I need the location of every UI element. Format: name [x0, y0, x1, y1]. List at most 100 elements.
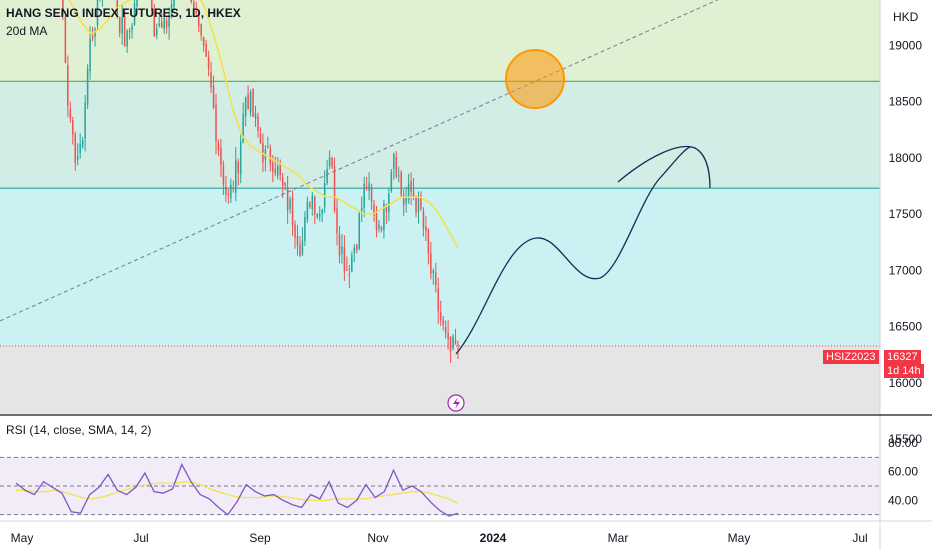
candle-body [254, 113, 257, 119]
candle-body [69, 108, 72, 119]
candle-body [267, 146, 269, 149]
rsi-tick-label: 80.00 [888, 436, 918, 450]
candle-body [388, 193, 390, 213]
candle-body [121, 16, 123, 34]
candle-body [373, 204, 375, 216]
candle-body [447, 333, 449, 340]
candle-body [269, 148, 272, 165]
candle-body [360, 207, 363, 212]
candle-body [123, 16, 126, 47]
price-tick-label: 16500 [889, 320, 923, 334]
candle-body [341, 246, 343, 254]
currency-label[interactable]: HKD [893, 10, 919, 24]
candle-body [363, 183, 365, 208]
ma-line [68, 0, 459, 249]
rsi-legend: RSI (14, close, SMA, 14, 2) [6, 423, 152, 437]
candle-body [244, 96, 247, 117]
candle-body [272, 162, 274, 172]
candle-body [397, 175, 400, 177]
time-tick-label: 2024 [480, 531, 507, 545]
candle-body [430, 252, 432, 274]
time-tick-label: Jul [852, 531, 867, 545]
candle-body [420, 195, 422, 209]
candle-body [202, 36, 205, 46]
candle-body [220, 148, 222, 166]
candle-body [412, 190, 415, 198]
price-axis-bg [880, 0, 932, 550]
candle-body [425, 226, 427, 232]
candle-body [380, 227, 383, 230]
candle-body [212, 86, 215, 108]
rsi-line [15, 462, 459, 517]
candle-body [311, 195, 314, 210]
candle-body [284, 182, 286, 186]
candle-body [64, 16, 67, 63]
candle-body [296, 236, 299, 246]
candle-body [158, 23, 160, 26]
candle-body [304, 217, 306, 241]
candle-body [358, 213, 360, 249]
rsi-tick-label: 40.00 [888, 493, 918, 507]
candle-body [444, 326, 447, 333]
candle-body [346, 269, 348, 271]
candle-body [163, 17, 165, 30]
candle-body [133, 3, 136, 25]
candle-body [151, 0, 153, 11]
candle-body [195, 11, 198, 14]
candle-body [94, 28, 96, 38]
candle-body [207, 56, 210, 69]
price-tick-label: 18500 [889, 95, 923, 109]
price-tick-label: 18000 [889, 151, 923, 165]
candle-body [326, 168, 328, 184]
candle-body [153, 12, 156, 37]
candle-body [427, 229, 430, 253]
candle-body [84, 102, 86, 139]
candle-body [368, 183, 370, 192]
rsi-band [0, 457, 880, 515]
candle-body [225, 186, 227, 195]
candle-body [79, 144, 81, 154]
candle-body [400, 172, 402, 196]
candle-body [343, 246, 346, 272]
candle-body [457, 344, 459, 346]
candle-body [385, 206, 388, 212]
chart-title: HANG SENG INDEX FUTURES, 1D, HKEX [6, 6, 241, 20]
projection-line [455, 146, 691, 355]
candle-body [76, 156, 79, 160]
candle-body [301, 240, 304, 255]
candle-body [365, 186, 368, 189]
candle-body [291, 197, 294, 225]
candle-body [67, 65, 69, 106]
candle-body [217, 143, 220, 151]
candle-body [242, 113, 244, 143]
candle-body [316, 214, 319, 217]
candle-body [314, 196, 316, 215]
candle-body [155, 28, 158, 36]
candle-body [210, 72, 212, 88]
time-tick-label: Sep [249, 531, 271, 545]
candle-body [336, 208, 338, 234]
candle-body [215, 104, 217, 142]
candle-body [442, 319, 444, 325]
candle-body [405, 197, 407, 204]
price-tick-label: 17000 [889, 263, 923, 277]
candle-body [432, 270, 435, 274]
candle-body [249, 91, 252, 113]
candle-body [410, 180, 412, 192]
candle-body [338, 234, 341, 256]
candle-body [190, 0, 193, 3]
candle-body [395, 156, 398, 177]
price-tick-label: 17500 [889, 207, 923, 221]
candle-body [378, 224, 380, 229]
candle-body [235, 160, 237, 193]
candle-body [274, 168, 277, 174]
candle-body [239, 141, 242, 175]
target-circle-0 [505, 49, 565, 110]
candle-body [355, 245, 358, 251]
band-5 [0, 346, 880, 414]
candle-body [402, 195, 405, 206]
candle-body [309, 203, 311, 207]
candle-body [165, 20, 168, 28]
